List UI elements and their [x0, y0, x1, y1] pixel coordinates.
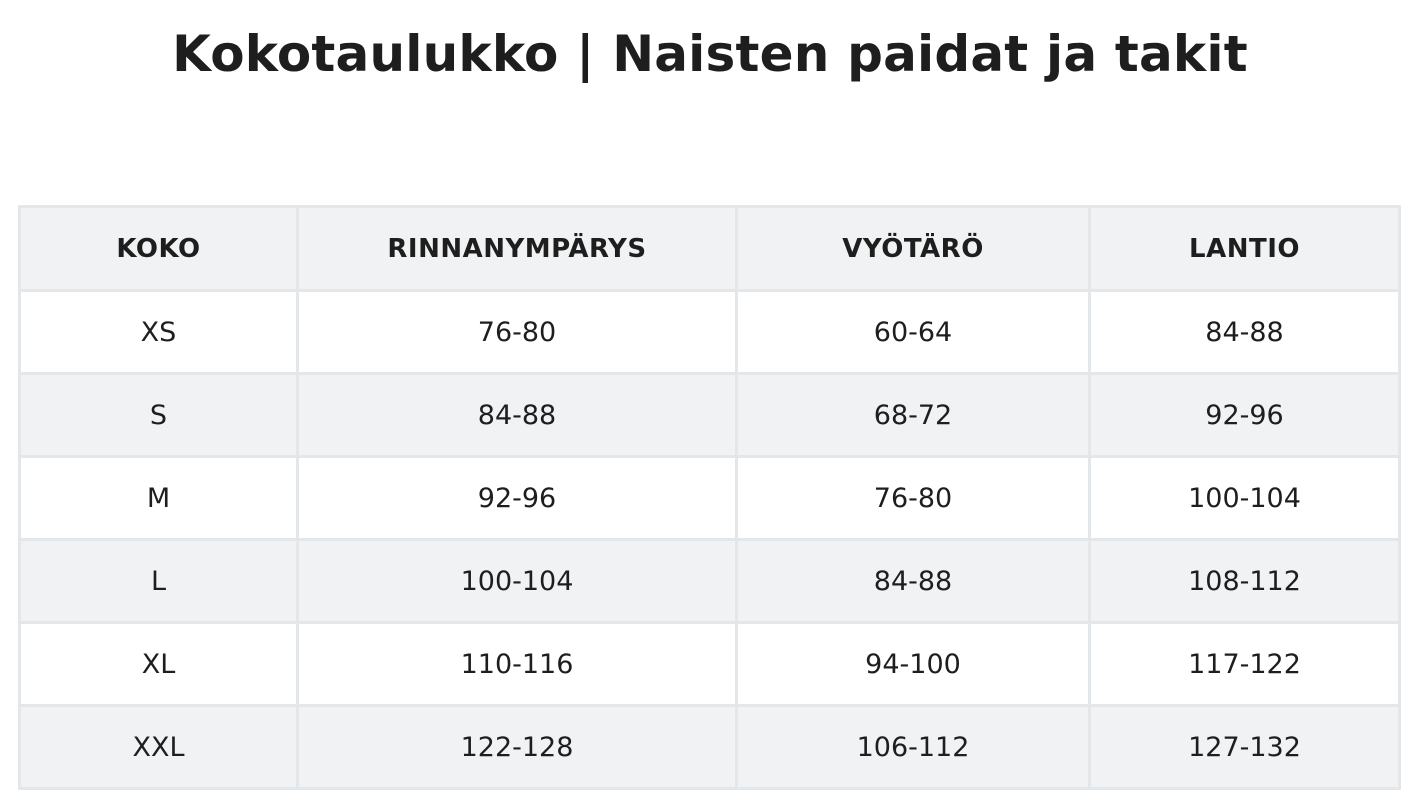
header-chest: RINNANYMPÄRYS: [296, 205, 738, 292]
cell-hip: 108-112: [1088, 538, 1401, 624]
cell-hip: 84-88: [1088, 289, 1401, 375]
cell-size: M: [18, 455, 299, 541]
table-header-row: KOKO RINNANYMPÄRYS VYÖTÄRÖ LANTIO: [18, 205, 1401, 292]
cell-hip: 100-104: [1088, 455, 1401, 541]
size-chart-table: KOKO RINNANYMPÄRYS VYÖTÄRÖ LANTIO XS 76-…: [18, 205, 1401, 790]
cell-chest: 92-96: [296, 455, 738, 541]
cell-chest: 76-80: [296, 289, 738, 375]
cell-chest: 110-116: [296, 621, 738, 707]
cell-size: S: [18, 372, 299, 458]
cell-waist: 106-112: [735, 704, 1091, 790]
header-hip: LANTIO: [1088, 205, 1401, 292]
cell-hip: 92-96: [1088, 372, 1401, 458]
cell-waist: 84-88: [735, 538, 1091, 624]
cell-hip: 117-122: [1088, 621, 1401, 707]
header-size: KOKO: [18, 205, 299, 292]
cell-size: XS: [18, 289, 299, 375]
cell-size: XL: [18, 621, 299, 707]
table-row: L 100-104 84-88 108-112: [18, 538, 1401, 624]
cell-chest: 122-128: [296, 704, 738, 790]
cell-size: L: [18, 538, 299, 624]
cell-waist: 76-80: [735, 455, 1091, 541]
table-row: XS 76-80 60-64 84-88: [18, 289, 1401, 375]
cell-size: XXL: [18, 704, 299, 790]
cell-chest: 100-104: [296, 538, 738, 624]
table-row: XXL 122-128 106-112 127-132: [18, 704, 1401, 790]
table-row: S 84-88 68-72 92-96: [18, 372, 1401, 458]
table-row: XL 110-116 94-100 117-122: [18, 621, 1401, 707]
cell-waist: 94-100: [735, 621, 1091, 707]
cell-waist: 60-64: [735, 289, 1091, 375]
table-row: M 92-96 76-80 100-104: [18, 455, 1401, 541]
header-waist: VYÖTÄRÖ: [735, 205, 1091, 292]
cell-chest: 84-88: [296, 372, 738, 458]
cell-hip: 127-132: [1088, 704, 1401, 790]
page-title: Kokotaulukko | Naisten paidat ja takit: [172, 25, 1248, 83]
cell-waist: 68-72: [735, 372, 1091, 458]
